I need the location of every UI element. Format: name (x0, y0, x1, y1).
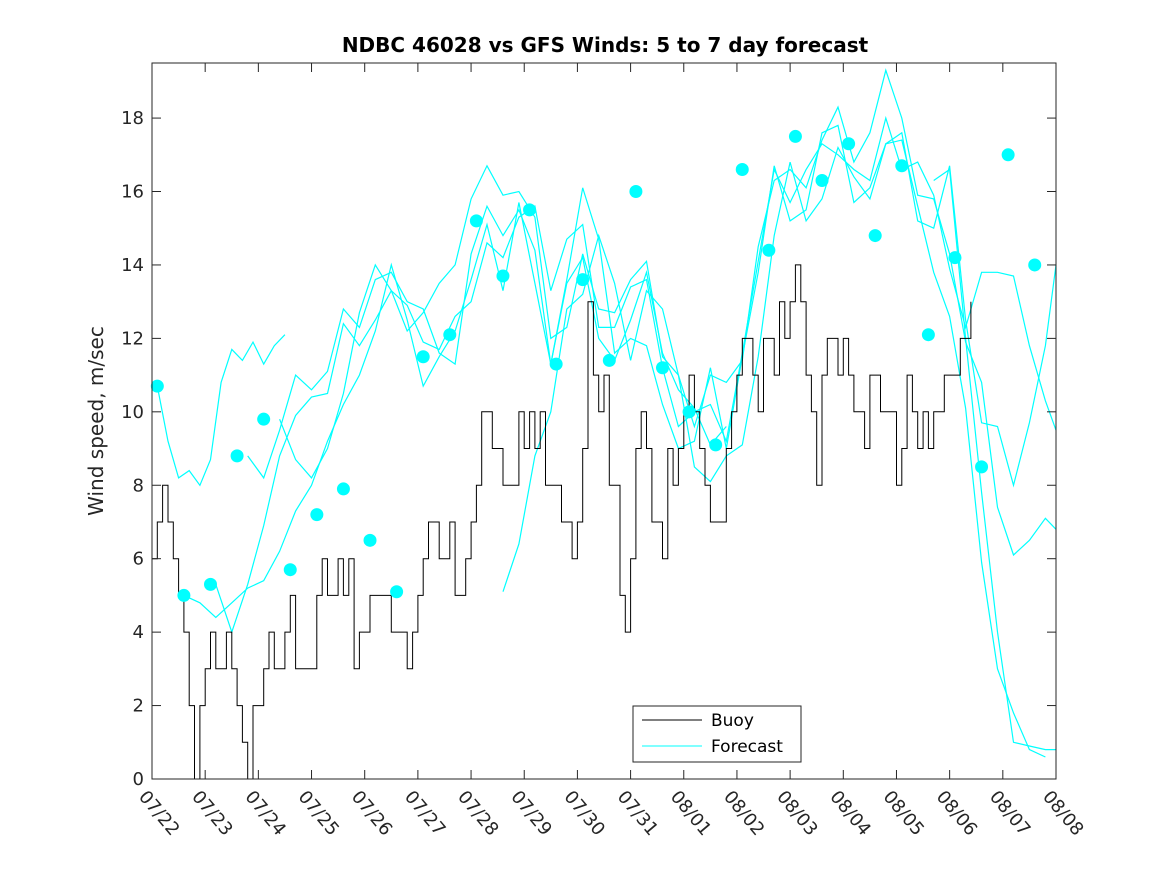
forecast-line-4 (279, 68, 1057, 557)
y-axis: 0 2 4 6 8 10 12 14 16 18 (121, 108, 1056, 790)
forecast-marker (336, 482, 350, 496)
forecast-marker (177, 588, 191, 602)
forecast-marker (868, 229, 882, 243)
forecast-marker (629, 185, 643, 199)
y-tick-label: 16 (121, 182, 144, 203)
y-tick-label: 8 (133, 475, 144, 496)
legend: Buoy Forecast (632, 705, 802, 763)
forecast-marker (549, 357, 563, 371)
forecast-marker (496, 269, 510, 283)
forecast-marker (390, 585, 404, 599)
forecast-marker (1001, 148, 1015, 162)
forecast-line-0 (156, 334, 286, 487)
forecast-marker (203, 577, 217, 591)
forecast-line-5 (502, 139, 1046, 758)
forecast-marker (576, 273, 590, 287)
forecast-line-3 (247, 124, 1057, 488)
forecast-marker (363, 533, 377, 547)
y-tick-label: 14 (121, 255, 144, 276)
forecast-lines (156, 68, 1057, 758)
forecast-marker (842, 137, 856, 151)
forecast-marker (735, 162, 749, 176)
y-tick-label: 18 (121, 108, 144, 129)
forecast-line-6 (933, 168, 1056, 751)
forecast-marker (469, 214, 483, 228)
y-tick-label: 12 (121, 328, 144, 349)
forecast-marker (283, 563, 297, 577)
y-tick-label: 0 (133, 769, 144, 790)
forecast-marker (230, 449, 244, 463)
y-axis-label: Wind speed, m/sec (84, 326, 108, 516)
forecast-marker (975, 460, 989, 474)
forecast-marker (762, 243, 776, 257)
forecast-marker (602, 353, 616, 367)
buoy-line (152, 264, 972, 780)
forecast-marker (655, 361, 669, 375)
y-tick-label: 6 (133, 549, 144, 570)
forecast-marker (921, 328, 935, 342)
plot-area (150, 68, 1057, 780)
forecast-marker (682, 405, 696, 419)
forecast-marker (788, 129, 802, 143)
forecast-marker (523, 203, 537, 217)
axes-box (151, 62, 1057, 780)
forecast-marker (815, 173, 829, 187)
forecast-marker (709, 438, 723, 452)
y-tick-label: 10 (121, 402, 144, 423)
forecast-marker (310, 508, 324, 522)
buoy-line-group (152, 264, 972, 780)
forecast-marker (443, 328, 457, 342)
forecast-marker (1028, 258, 1042, 272)
forecast-marker (948, 251, 962, 265)
chart-title: NDBC 46028 vs GFS Winds: 5 to 7 day fore… (342, 33, 869, 57)
legend-buoy-label: Buoy (711, 711, 754, 731)
forecast-marker (150, 379, 164, 393)
forecast-line-2 (215, 115, 1057, 634)
forecast-marker (895, 159, 909, 173)
forecast-marker (416, 350, 430, 364)
y-tick-label: 4 (133, 622, 144, 643)
legend-box (632, 705, 802, 763)
forecast-markers (150, 129, 1042, 602)
y-tick-label: 2 (133, 696, 144, 717)
forecast-marker (257, 412, 271, 426)
legend-forecast-label: Forecast (711, 737, 783, 757)
